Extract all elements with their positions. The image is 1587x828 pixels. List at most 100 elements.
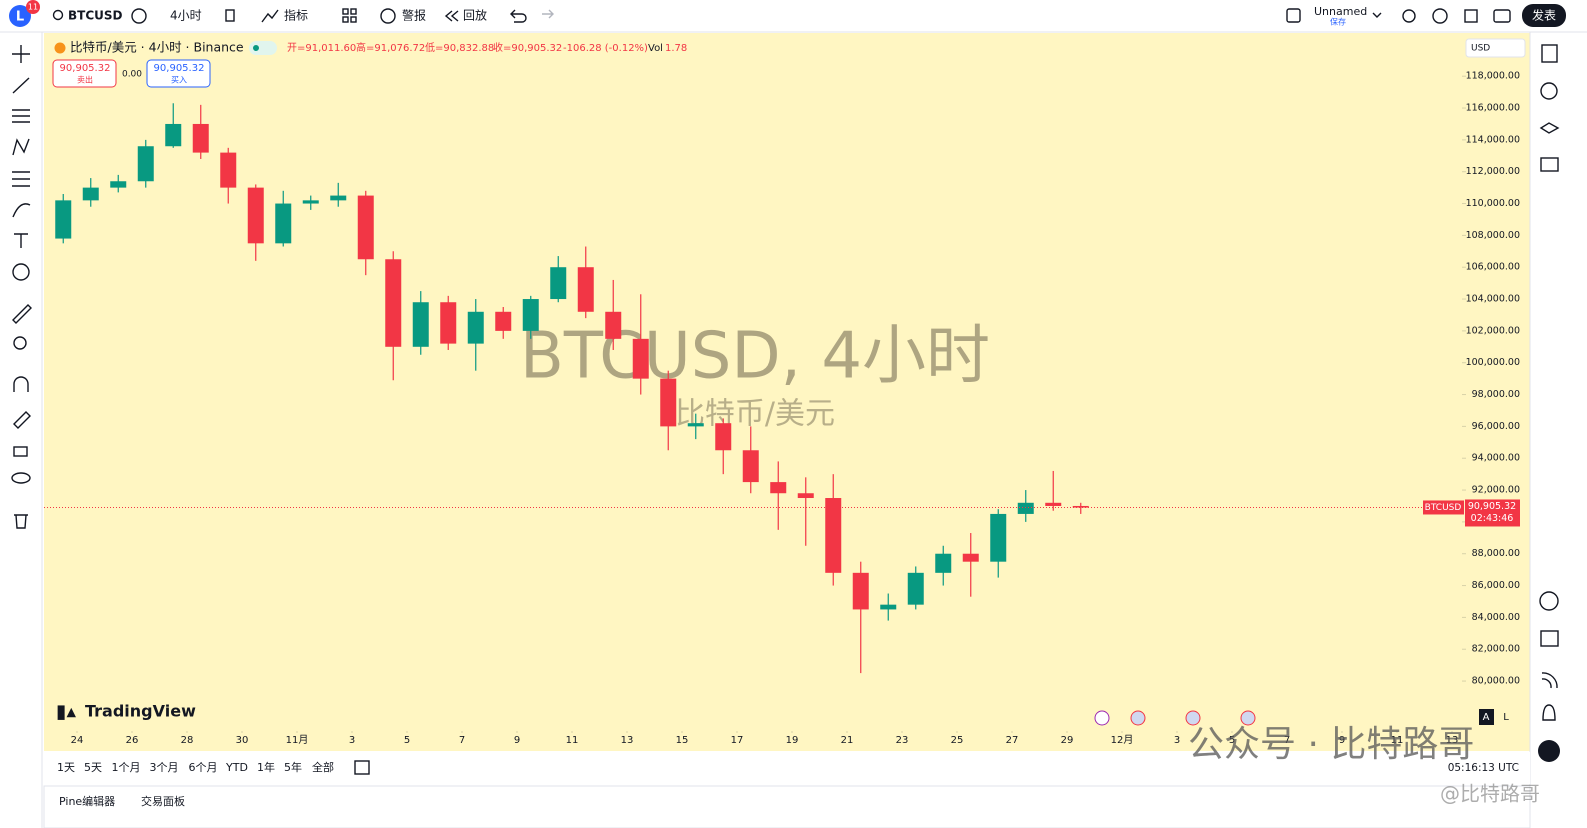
symbol[interactable]: BTCUSD (68, 9, 123, 23)
x-tick-label: 15 (676, 735, 689, 746)
event[interactable] (1185, 710, 1201, 726)
goto-date[interactable] (354, 760, 370, 775)
chats[interactable] (1540, 157, 1559, 172)
alerts[interactable]: 警报 (402, 8, 426, 23)
save[interactable]: 保存 (1330, 17, 1346, 27)
candle-body (742, 450, 759, 483)
change: -106.28 (-0.12%) (563, 43, 648, 54)
settings[interactable] (1432, 8, 1448, 24)
candle-body (1017, 502, 1034, 514)
publish-button[interactable] (1522, 4, 1566, 27)
range-button[interactable]: YTD (225, 761, 248, 774)
avatar[interactable] (9, 5, 31, 27)
add-symbol[interactable] (131, 8, 147, 24)
emoji-tool[interactable] (12, 263, 30, 281)
magnet[interactable] (13, 376, 29, 392)
x-tick-label: 28 (181, 735, 194, 746)
interval[interactable]: 4小时 (170, 9, 202, 23)
search-icon (52, 9, 64, 21)
snapshot[interactable] (1493, 9, 1511, 23)
overlay-watermark-small: @比特路哥 (1440, 782, 1540, 806)
y-tick-label: 84,000.00 (1472, 612, 1520, 623)
y-tick-label: 100,000.00 (1466, 357, 1520, 368)
auto-scale[interactable] (1479, 709, 1494, 725)
buy-button[interactable] (146, 59, 211, 88)
ruler[interactable] (12, 304, 32, 324)
drawing-tools (11, 45, 32, 529)
cross-tool[interactable] (12, 45, 30, 63)
x-tick-label: 11月 (286, 734, 309, 746)
chart-type[interactable] (225, 9, 235, 22)
pattern-tool[interactable] (12, 138, 30, 156)
candle-body (962, 553, 979, 562)
range-button[interactable]: 5天 (84, 761, 102, 774)
candle-body (82, 187, 99, 201)
delete[interactable] (14, 514, 28, 529)
candle-body (577, 267, 594, 312)
zoom[interactable] (13, 336, 27, 350)
badge (26, 0, 40, 14)
notifications[interactable] (1542, 704, 1556, 721)
x-tick-label: 9 (514, 735, 520, 746)
y-tick-label: 82,000.00 (1472, 644, 1520, 655)
sell-label: 卖出 (77, 75, 93, 85)
fullscreen[interactable] (1464, 9, 1478, 23)
forecast-tool[interactable] (12, 171, 30, 187)
fib-tool[interactable] (12, 109, 30, 123)
indicators[interactable]: 指标 (284, 8, 308, 23)
ideas[interactable] (1539, 591, 1559, 611)
text-tool[interactable] (14, 233, 28, 248)
event[interactable] (1130, 710, 1146, 726)
range-button[interactable]: 6个月 (189, 761, 218, 774)
alert-icon (380, 8, 396, 24)
candle-body (632, 338, 649, 379)
y-tick-label: 92,000.00 (1472, 485, 1520, 496)
ohlc-high: 高=91,076.72 (356, 41, 425, 54)
countdown: 02:43:46 (1471, 513, 1514, 524)
sell-button[interactable] (52, 59, 117, 88)
templates (350, 8, 357, 15)
layers[interactable] (1539, 122, 1560, 134)
spread: 0.00 (122, 70, 142, 80)
range-button[interactable]: 1年 (257, 760, 275, 774)
symbol-tag (1423, 500, 1464, 515)
log-scale-label[interactable]: L (1503, 712, 1509, 723)
candle-body (385, 259, 402, 347)
bottom-panel (43, 785, 1531, 828)
range-button[interactable]: 1天 (57, 761, 75, 774)
y-tick-label: 116,000.00 (1466, 103, 1520, 114)
candle-body (55, 200, 72, 239)
x-tick-label: 30 (236, 735, 249, 746)
lock[interactable] (13, 446, 28, 457)
replay[interactable]: 回放 (463, 8, 487, 23)
range-button[interactable]: 5年 (284, 760, 302, 774)
brush-tool[interactable] (12, 203, 31, 218)
alerts-panel[interactable] (1540, 82, 1558, 100)
tab[interactable]: 交易面板 (141, 794, 185, 808)
currency-select[interactable] (1465, 38, 1526, 58)
line-tool[interactable] (12, 77, 30, 94)
calendar[interactable] (1540, 630, 1559, 647)
layout-menu[interactable] (1372, 12, 1382, 18)
ohlc-close: 收=90,905.32 (493, 41, 562, 54)
event[interactable] (1240, 710, 1256, 726)
watchlist[interactable] (1541, 44, 1558, 63)
apps[interactable] (1538, 740, 1560, 762)
candle-body (522, 299, 539, 331)
tab[interactable]: Pine编辑器 (59, 794, 115, 808)
layout-name[interactable]: Unnamed (1314, 5, 1367, 18)
hide[interactable] (11, 472, 31, 484)
quick-search[interactable] (1402, 9, 1416, 23)
stay-drawing[interactable] (13, 411, 31, 429)
redo[interactable] (542, 9, 554, 19)
undo[interactable] (510, 9, 527, 23)
event[interactable] (1094, 710, 1110, 726)
range-bar (44, 752, 1530, 784)
publish: 发表 (1532, 8, 1556, 23)
range-button[interactable]: 3个月 (150, 761, 179, 774)
range-button[interactable]: 1个月 (112, 761, 141, 774)
templates[interactable] (342, 8, 349, 15)
range-button[interactable]: 全部 (312, 760, 334, 774)
news[interactable] (1541, 672, 1558, 689)
